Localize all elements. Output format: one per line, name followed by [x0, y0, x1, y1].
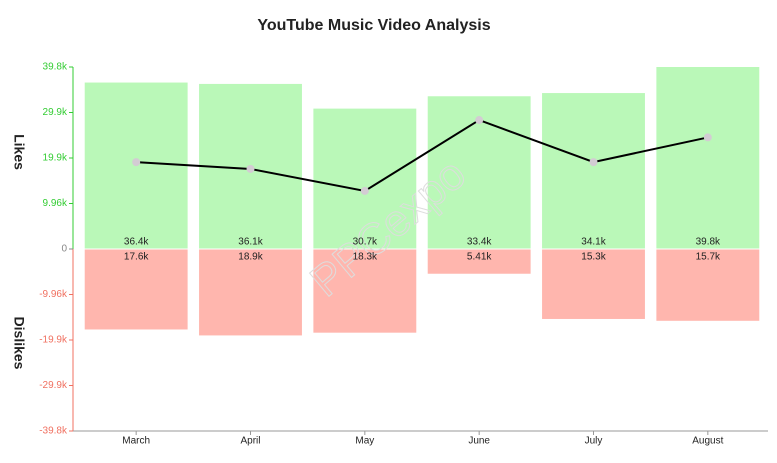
line-point: [703, 133, 712, 142]
y-tick-label: 39.8k: [43, 62, 68, 73]
likes-bar: [313, 108, 417, 249]
data-label: 30.7k: [353, 237, 378, 248]
data-label: 15.3k: [581, 252, 606, 263]
x-tick-label: July: [585, 436, 603, 447]
data-label: 34.1k: [581, 237, 606, 248]
y-tick-label: -39.8k: [39, 426, 68, 437]
data-label: 39.8k: [696, 237, 721, 248]
line-point: [360, 186, 369, 195]
line-point: [132, 158, 141, 167]
dislikes-bar: [542, 249, 645, 319]
data-label: 15.7k: [696, 252, 721, 263]
line-point: [246, 164, 255, 173]
data-label: 18.3k: [353, 252, 378, 263]
data-label: 36.4k: [124, 237, 149, 248]
data-label: 17.6k: [124, 252, 149, 263]
y-tick-label: 9.96k: [43, 198, 68, 209]
dislikes-bar: [656, 249, 760, 321]
dislikes-bar: [84, 249, 188, 330]
y-tick-label: -9.96k: [39, 289, 68, 300]
x-tick-label: May: [355, 436, 374, 447]
y-axis-title-dislikes: Dislikes: [11, 317, 27, 370]
chart-title: YouTube Music Video Analysis: [257, 17, 490, 34]
line-point: [475, 116, 484, 125]
data-label: 5.41k: [467, 252, 492, 263]
likes-bar: [656, 67, 760, 249]
y-tick-label: 29.9k: [43, 107, 68, 118]
y-tick-label: -19.9k: [39, 335, 68, 346]
dislikes-bar: [199, 249, 302, 336]
y-tick-label: 19.9k: [43, 153, 68, 164]
x-tick-label: April: [240, 436, 260, 447]
y-tick-label: -29.9k: [39, 380, 68, 391]
line-point: [589, 158, 598, 167]
data-label: 33.4k: [467, 237, 492, 248]
dislikes-bar: [427, 249, 531, 274]
x-tick-label: June: [468, 436, 490, 447]
x-tick-label: August: [692, 436, 723, 447]
likes-bar: [542, 93, 645, 249]
data-label: 36.1k: [238, 237, 263, 248]
x-tick-label: March: [122, 436, 150, 447]
dislikes-bar: [313, 249, 417, 333]
data-label: 18.9k: [238, 252, 263, 263]
net-line: [136, 118, 709, 192]
y-tick-label: 0: [61, 244, 67, 255]
y-axis-title-likes: Likes: [11, 134, 27, 170]
